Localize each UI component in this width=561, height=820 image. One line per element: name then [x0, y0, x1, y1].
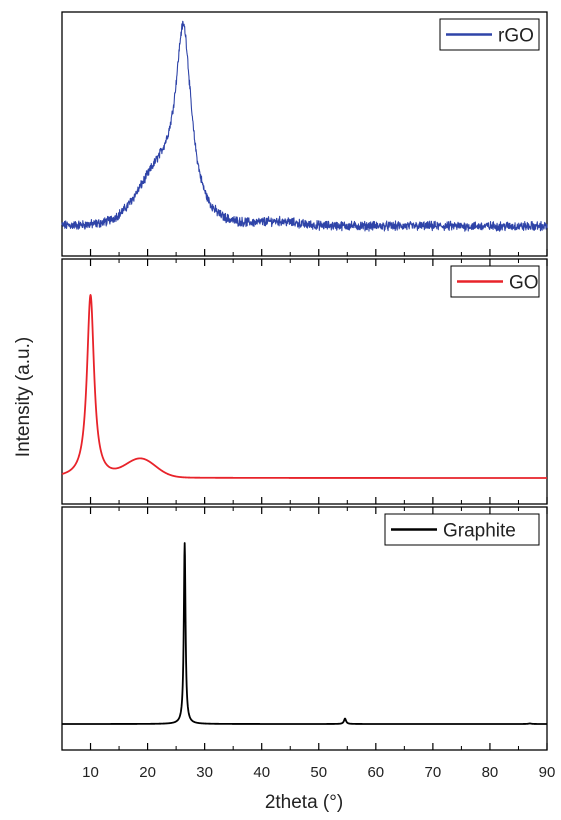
x-tick-label: 20 — [139, 764, 156, 781]
panels-group: rGO GO Graphite — [61, 11, 548, 751]
x-tick-label: 80 — [482, 764, 499, 781]
panel-frame — [61, 11, 548, 257]
x-tick-label: 10 — [82, 764, 99, 781]
panel-go: GO — [61, 258, 548, 505]
x-tick-label: 90 — [539, 764, 556, 781]
x-tick-label: 50 — [310, 764, 327, 781]
y-axis-title: Intensity (a.u.) — [13, 337, 34, 457]
legend-label: Graphite — [443, 521, 516, 542]
x-tick-label: 40 — [253, 764, 270, 781]
x-tick-label: 30 — [196, 764, 213, 781]
x-axis: 10 20 30 40 50 60 70 80 90 — [82, 764, 555, 781]
x-axis-title: 2theta (°) — [265, 792, 343, 813]
panel-frame — [61, 506, 548, 751]
x-tick-label: 70 — [425, 764, 442, 781]
panel-rgo: rGO — [61, 11, 548, 257]
legend-label: rGO — [498, 26, 534, 47]
legend-go: GO — [450, 265, 540, 298]
panel-frame — [61, 258, 548, 505]
series-line-go — [61, 294, 548, 479]
x-tick-label: 60 — [367, 764, 384, 781]
legend-graphite: Graphite — [384, 513, 540, 546]
series-line-graphite — [61, 542, 548, 725]
panel-graphite: Graphite — [61, 506, 548, 751]
legend-rgo: rGO — [439, 18, 540, 51]
series-line-rgo — [61, 20, 548, 232]
legend-label: GO — [509, 273, 539, 294]
